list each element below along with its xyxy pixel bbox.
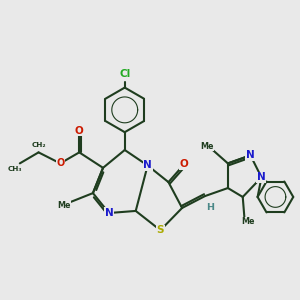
Text: N: N xyxy=(257,172,266,182)
Text: N: N xyxy=(105,208,113,218)
Text: O: O xyxy=(56,158,64,168)
Text: H: H xyxy=(206,202,214,211)
Text: Cl: Cl xyxy=(119,69,130,79)
Text: Me: Me xyxy=(241,218,255,226)
Text: H: H xyxy=(206,202,214,211)
Text: CH₂: CH₂ xyxy=(31,142,46,148)
Text: O: O xyxy=(180,159,189,169)
Text: Me: Me xyxy=(200,142,214,151)
Text: CH₃: CH₃ xyxy=(8,166,22,172)
Text: S: S xyxy=(157,225,164,235)
Text: O: O xyxy=(75,126,84,136)
Text: N: N xyxy=(143,160,152,170)
Text: N: N xyxy=(246,150,255,160)
Text: Me: Me xyxy=(57,201,70,210)
